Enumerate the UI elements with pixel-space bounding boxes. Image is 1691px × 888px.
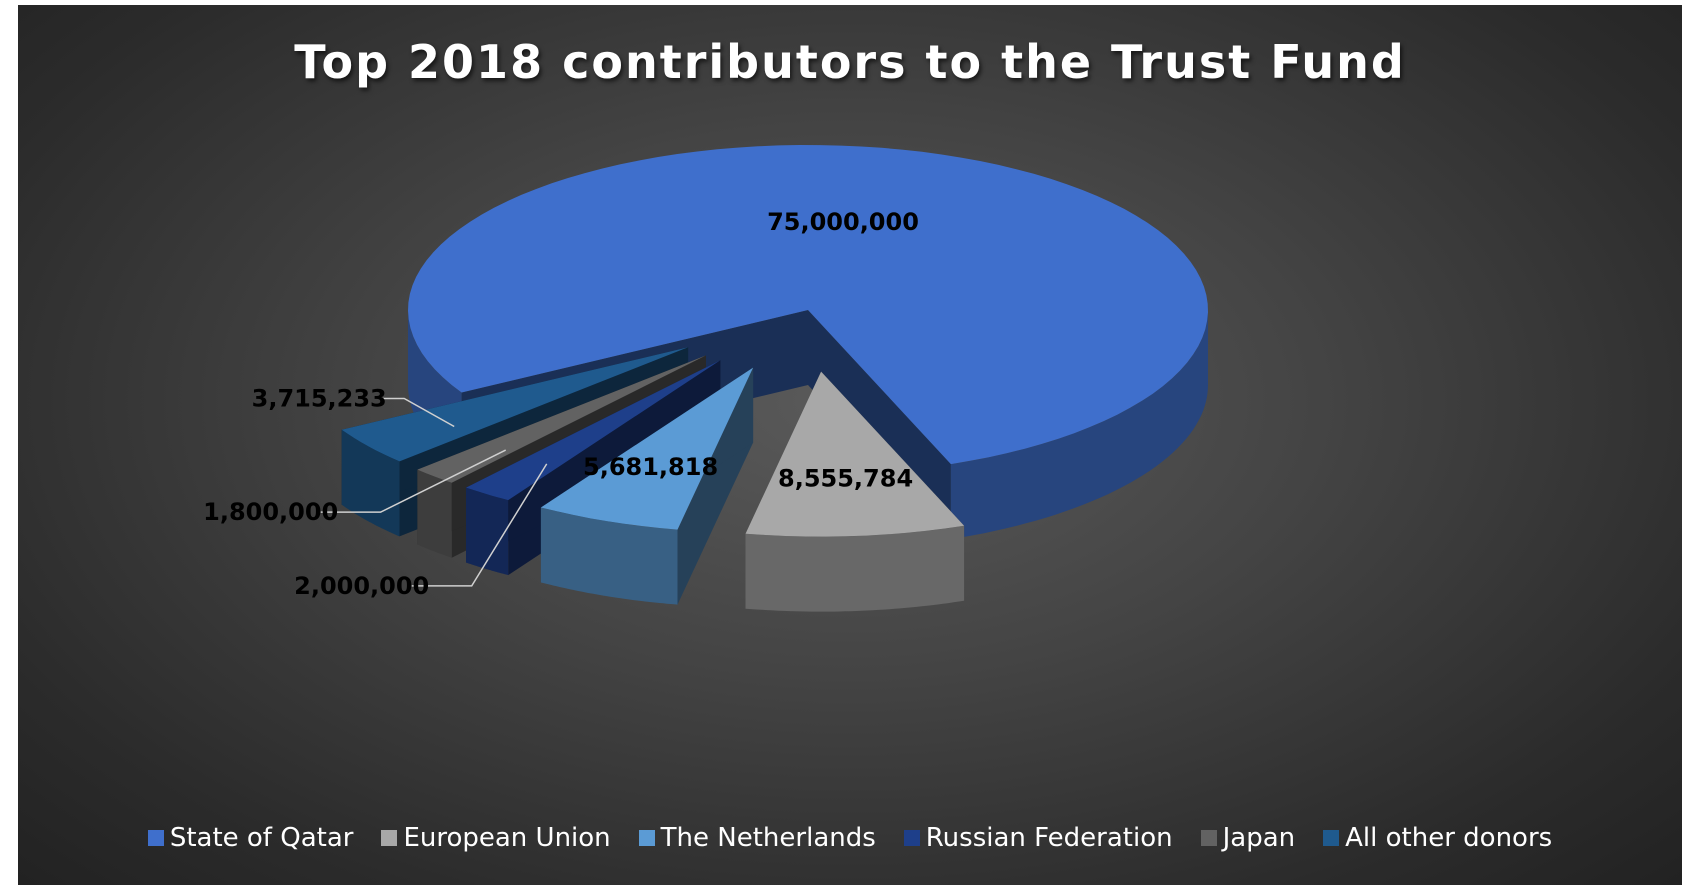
data-label: 3,715,233	[252, 385, 387, 413]
legend-swatch	[1323, 830, 1340, 846]
slice-rim	[466, 487, 509, 576]
legend-swatch	[638, 830, 655, 846]
legend-label: The Netherlands	[660, 823, 876, 853]
legend-item: All other donors	[1323, 823, 1552, 853]
chart-legend: State of Qatar European Union The Netherla…	[18, 823, 1682, 853]
data-label: 75,000,000	[767, 208, 919, 236]
legend-label: State of Qatar	[169, 823, 354, 853]
legend-swatch	[903, 830, 920, 846]
legend-label: Russian Federation	[925, 823, 1173, 853]
slice-rim	[950, 310, 1208, 540]
pie-chart: 75,000,000 8,555,784 5,681,818 2,000,000 1,8…	[203, 145, 1208, 612]
slice-top	[417, 355, 706, 483]
slice-rim	[540, 507, 678, 605]
slice-top	[341, 347, 689, 462]
pie-slice-european-union	[745, 371, 965, 612]
slice-top	[745, 371, 965, 537]
data-label: 8,555,784	[778, 465, 913, 493]
legend-item: Japan	[1200, 823, 1296, 853]
legend-swatch	[1200, 830, 1217, 846]
legend-label: Japan	[1222, 823, 1296, 853]
leader-line	[320, 449, 507, 513]
leader-line	[411, 463, 548, 587]
data-label: 1,800,000	[203, 498, 338, 526]
data-label: 2,000,000	[294, 572, 429, 600]
legend-swatch	[147, 830, 164, 846]
data-label: 5,681,818	[583, 453, 718, 481]
legend-swatch	[381, 830, 398, 846]
legend-item: European Union	[381, 823, 611, 853]
slice-wall	[466, 360, 721, 563]
legend-label: All other donors	[1345, 823, 1553, 853]
legend-item: The Netherlands	[638, 823, 876, 853]
slice-rim	[417, 469, 452, 558]
slice-top	[540, 367, 754, 530]
chart-frame: Top 2018 contributors to the Trust Fund …	[18, 5, 1682, 885]
pie-slice-the-netherlands	[540, 367, 754, 605]
legend-item: State of Qatar	[147, 823, 354, 853]
slice-rim	[745, 525, 965, 612]
legend-item: Russian Federation	[903, 823, 1173, 853]
slice-top	[408, 145, 1208, 465]
legend-label: European Union	[403, 823, 611, 853]
slice-top	[466, 360, 721, 501]
chart-title: Top 2018 contributors to the Trust Fund	[294, 35, 1406, 89]
leader-line	[379, 397, 455, 428]
